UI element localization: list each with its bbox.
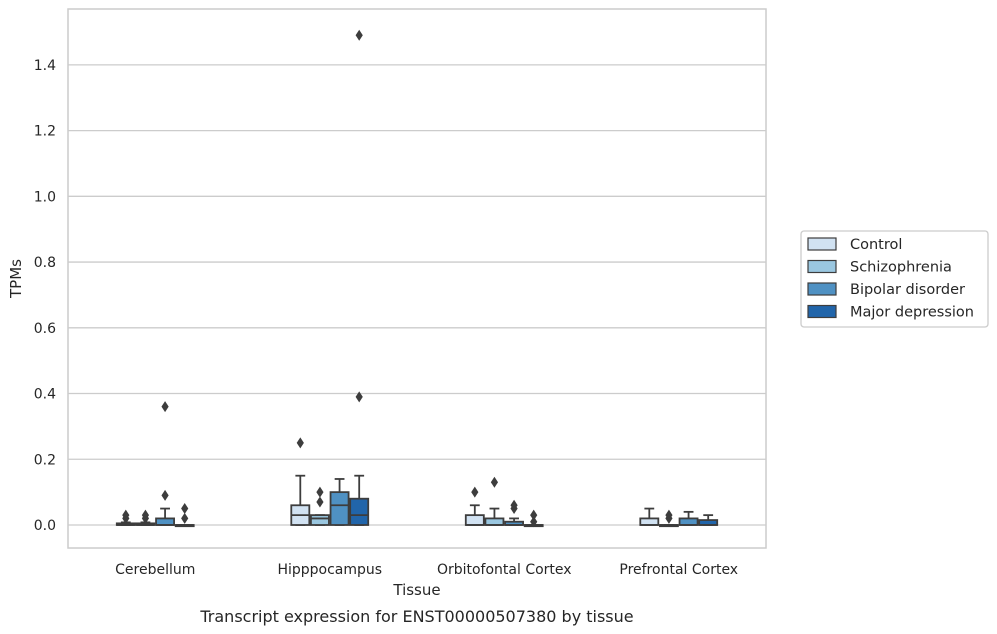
box-body	[464, 514, 485, 526]
outlier-point	[490, 476, 499, 488]
box-2-1	[484, 476, 505, 526]
x-tick-label: Orbitofontal Cortex	[437, 562, 572, 578]
y-tick-label: 0.6	[34, 321, 56, 337]
box-1-0	[290, 437, 311, 526]
legend-swatch	[807, 282, 837, 296]
legend-swatch	[807, 237, 837, 251]
outlier-point	[530, 516, 538, 528]
outlier-point	[161, 401, 169, 413]
outlier-point	[181, 503, 189, 515]
y-tick-label: 0.8	[34, 255, 56, 271]
legend-swatch	[807, 304, 837, 319]
box-body	[349, 497, 370, 526]
box-3-0	[639, 507, 660, 526]
box-2-3	[523, 509, 544, 528]
outlier-point	[355, 391, 363, 403]
box-3-1	[659, 509, 679, 528]
outlier-point	[122, 509, 130, 521]
grid-lines	[68, 64, 766, 526]
box-0-1	[135, 509, 156, 526]
box-3-3	[698, 514, 719, 526]
legend-frame	[800, 230, 989, 328]
y-axis-title: TPMs	[7, 259, 25, 299]
y-tick-label: 1.4	[34, 58, 56, 74]
box-body	[329, 491, 350, 526]
outlier-point	[665, 509, 673, 521]
box-2-2	[504, 499, 524, 526]
box-body	[310, 514, 330, 526]
y-tick-label: 1.0	[34, 189, 56, 205]
x-tick-labels: Cerebellum Hipppocampus Orbitofontal Corte…	[115, 562, 738, 578]
legend-label: Control	[850, 237, 902, 253]
box-body	[155, 517, 175, 526]
box-1-3	[349, 29, 370, 526]
outlier-point	[141, 509, 150, 521]
box-body	[484, 517, 505, 526]
outlier-point	[296, 437, 304, 449]
legend-swatch	[807, 259, 837, 274]
legend: Control Schizophrenia Bipolar disorder Majo…	[800, 230, 989, 328]
box-2-0	[464, 486, 485, 526]
x-tick-label: Hipppocampus	[277, 562, 382, 578]
outlier-point	[355, 29, 363, 41]
outlier-point	[471, 486, 479, 498]
box-body	[678, 517, 699, 526]
box-3-2	[678, 510, 699, 526]
x-axis-title: Tissue	[392, 581, 440, 599]
y-tick-label: 1.2	[34, 124, 56, 140]
outlier-point	[530, 509, 538, 521]
box-body	[639, 517, 660, 526]
x-tick-label: Prefrontal Cortex	[619, 562, 738, 578]
box-1-2	[329, 478, 350, 526]
outlier-point	[316, 496, 324, 508]
box-0-3	[174, 503, 195, 528]
chart-caption: Transcript expression for ENST0000050738…	[199, 607, 633, 626]
legend-label: Schizophrenia	[850, 260, 952, 276]
box-1-1	[310, 486, 330, 526]
y-tick-label: 0.0	[34, 518, 56, 534]
plot-frame	[67, 8, 767, 549]
outlier-point	[316, 486, 324, 498]
x-tick-label: Cerebellum	[115, 562, 195, 578]
legend-label: Major depression	[850, 305, 974, 321]
box-0-0	[115, 509, 136, 526]
y-tick-label: 0.2	[34, 452, 56, 468]
legend-label: Bipolar disorder	[850, 282, 965, 298]
outlier-point	[181, 512, 189, 524]
y-tick-labels: 0.0 0.2 0.4 0.6 0.8 1.0 1.2 1.4	[34, 58, 56, 534]
y-tick-label: 0.4	[34, 387, 56, 403]
outlier-point	[510, 499, 518, 511]
outlier-point	[161, 489, 169, 501]
box-0-2	[155, 401, 175, 526]
box-groups	[115, 29, 719, 528]
